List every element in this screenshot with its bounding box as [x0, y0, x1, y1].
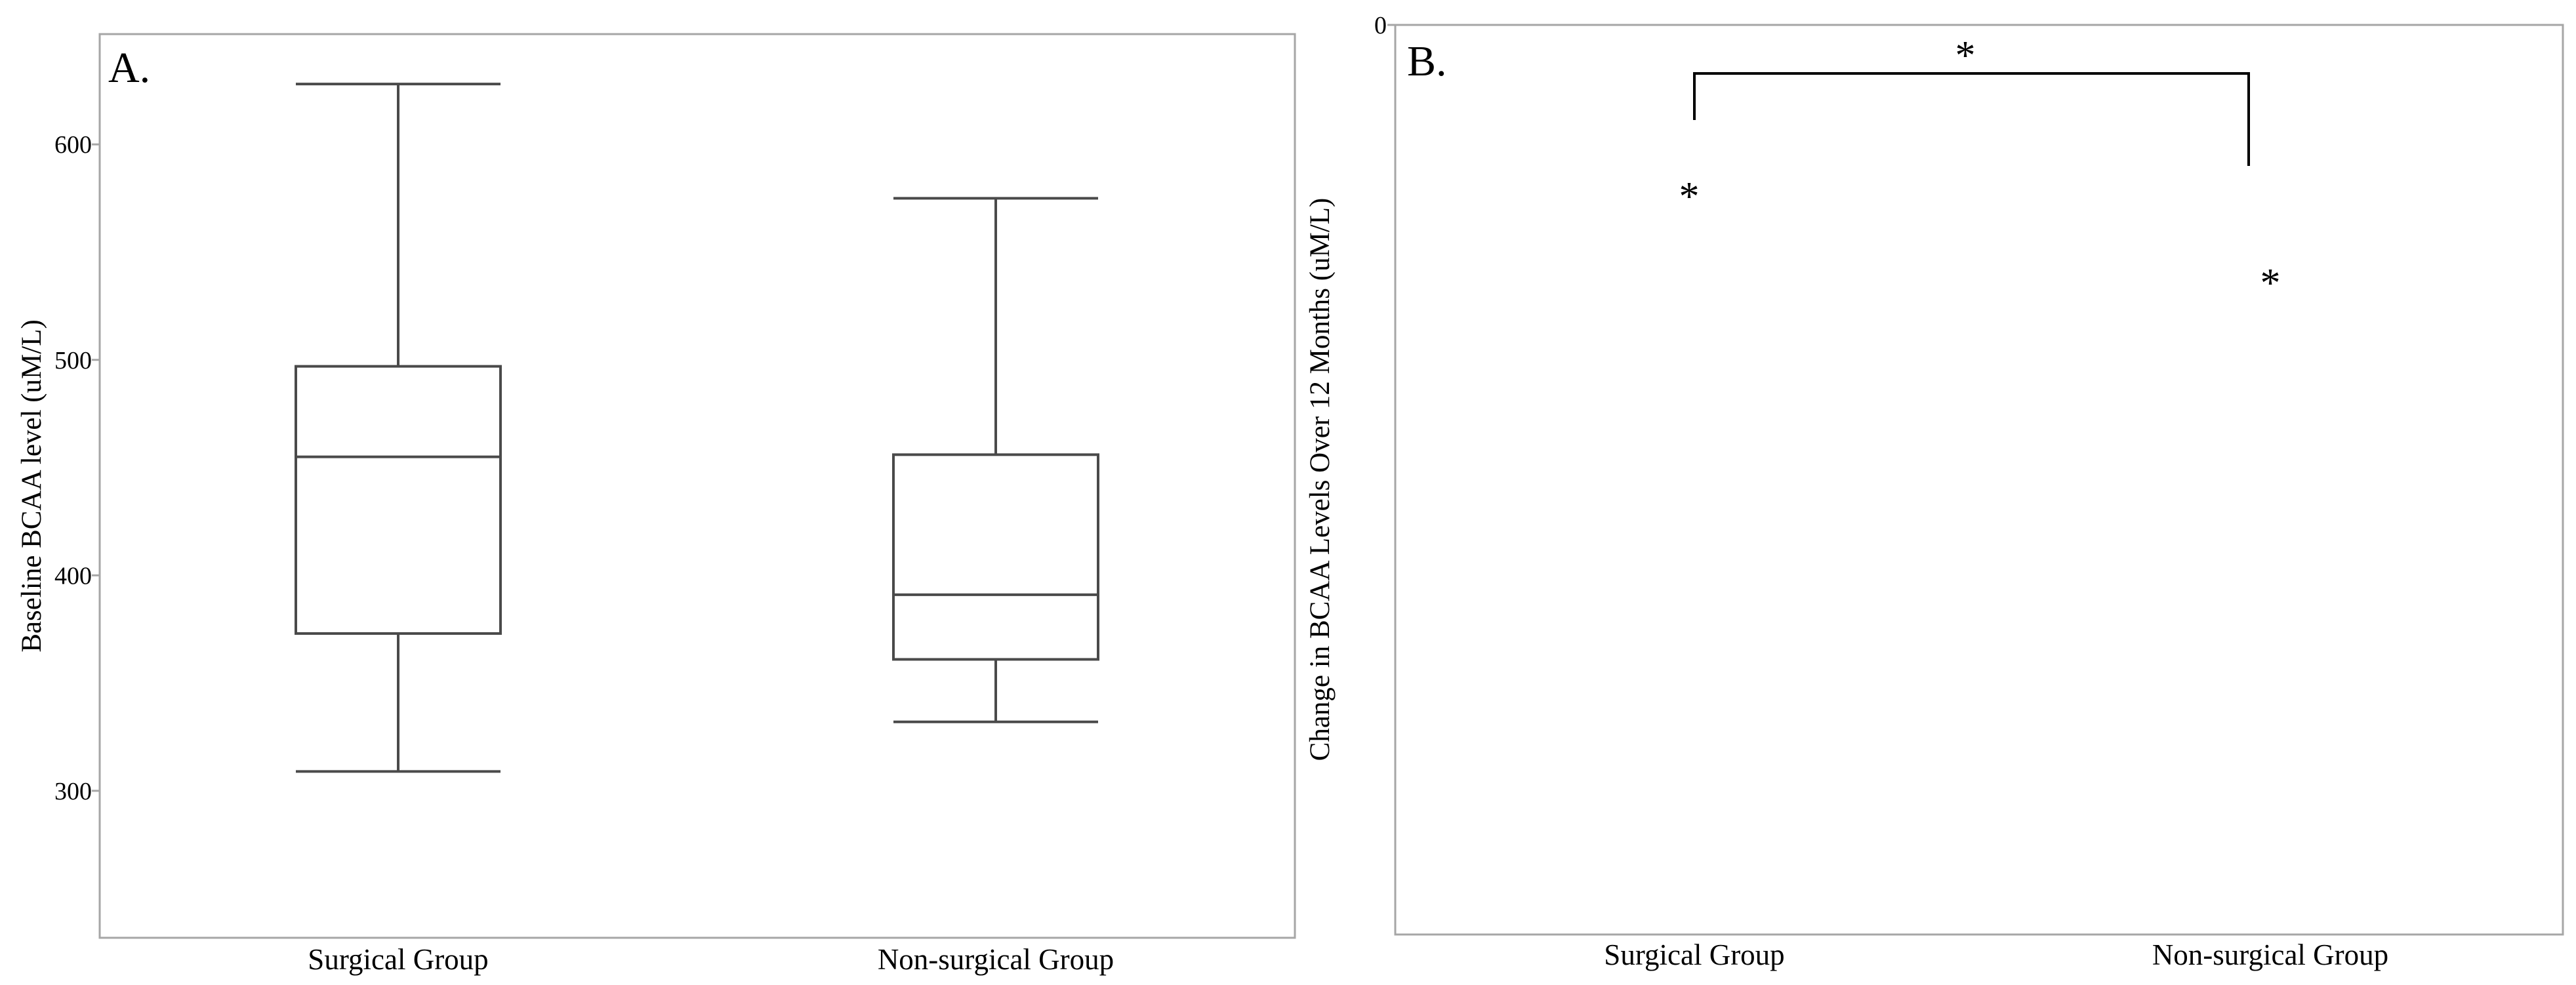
- panel-b-y-axis-title: Change in BCAA Levels Over 12 Months (uM…: [1305, 198, 1336, 761]
- panel-a-category-labels: Surgical Group Non-surgical Group: [308, 943, 1114, 976]
- panel-a-y-tick-label: 400: [54, 562, 92, 590]
- panel-a-y-ticks: 300 400 500 600: [54, 131, 100, 805]
- panel-a-category-label: Non-surgical Group: [878, 943, 1114, 976]
- panel-b-category-label: Non-surgical Group: [2152, 938, 2388, 971]
- panel-b-y-ticks: 0-100-200-300: [1374, 12, 1395, 39]
- significance-star-non-surgical: *: [2260, 261, 2281, 306]
- panel-b-label: B.: [1407, 37, 1447, 85]
- panel-b-change-bcaa: B. Change in BCAA Levels Over 12 Months …: [1305, 12, 2564, 971]
- iqr-box: [892, 453, 1099, 661]
- significance-star-between-groups: *: [1955, 33, 1976, 78]
- panel-a-y-tick-label: 600: [54, 131, 92, 159]
- significance-star-surgical: *: [1679, 174, 1700, 219]
- panel-a-boxes: [295, 83, 1099, 773]
- iqr-box: [295, 365, 502, 635]
- panel-a-baseline-bcaa: A. Baseline BCAA level (uM/L) 300 400 500 6…: [16, 33, 1296, 976]
- panel-b-y-tick-label: 0: [1374, 12, 1387, 39]
- panel-a-y-tick-label: 300: [54, 778, 92, 805]
- panel-b-category-labels: Surgical Group Non-surgical Group: [1604, 938, 2388, 971]
- significance-bracket: [1693, 72, 2250, 166]
- panel-a-box-non-surgical-group: [892, 197, 1099, 723]
- panel-a-box-surgical-group: [295, 83, 502, 773]
- panel-a-category-label: Surgical Group: [308, 943, 488, 976]
- panel-a-y-axis-title: Baseline BCAA level (uM/L): [16, 319, 47, 653]
- panel-b-category-label: Surgical Group: [1604, 938, 1784, 971]
- panel-a-y-tick-label: 500: [54, 347, 92, 374]
- panel-a-plot-frame: [98, 33, 1296, 939]
- panel-a-label: A.: [108, 44, 150, 92]
- panel-b-plot-frame: [1394, 24, 2564, 936]
